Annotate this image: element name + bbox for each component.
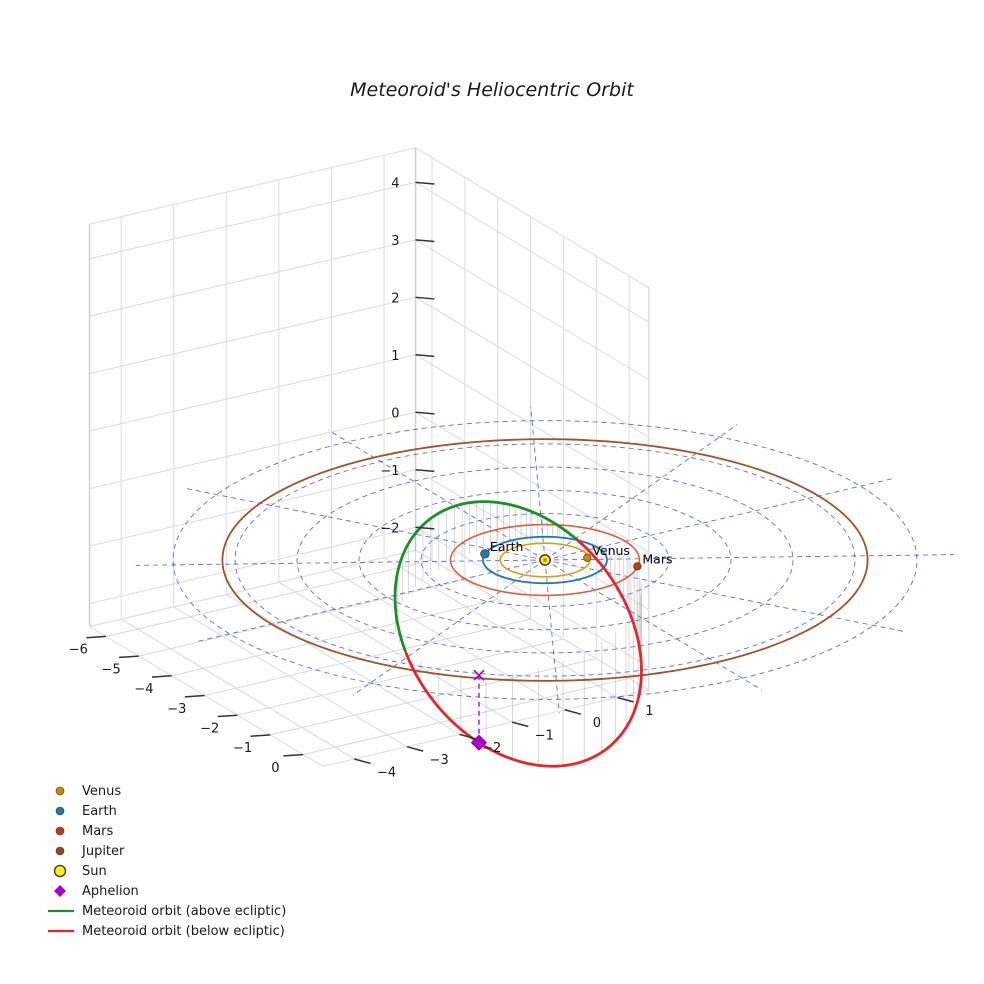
legend-item-jupiter[interactable]: Jupiter xyxy=(55,844,125,859)
legend-label: Jupiter xyxy=(81,844,125,859)
x-tick-label-3: −3 xyxy=(167,702,186,717)
z-tick-label-1: −1 xyxy=(380,464,399,479)
mars-label: Mars xyxy=(642,551,672,566)
aphelion-marker xyxy=(470,734,488,751)
z-tick-label-3: 1 xyxy=(391,349,399,364)
x-tick-label-4: −2 xyxy=(200,722,219,737)
mars-marker xyxy=(633,562,642,571)
page-title: Meteoroid's Heliocentric Orbit xyxy=(350,79,635,101)
venus-marker xyxy=(583,553,592,562)
earth-marker xyxy=(480,549,490,559)
z-tick-label-4: 2 xyxy=(391,291,399,306)
legend-circle-icon xyxy=(55,846,65,856)
meteoroid-orbit-front xyxy=(393,500,643,768)
legend-circle-icon xyxy=(55,826,65,836)
legend-sun-icon xyxy=(53,864,67,878)
legend-circle-icon xyxy=(55,786,65,796)
legend-item-earth[interactable]: Earth xyxy=(55,804,117,819)
z-tick-label-6: 4 xyxy=(391,176,399,191)
y-tick-label-4: 0 xyxy=(593,716,601,731)
legend-diamond-icon xyxy=(54,885,66,897)
x-tick-label-1: −5 xyxy=(102,662,121,677)
legend-item-mars[interactable]: Mars xyxy=(55,824,114,839)
legend-label: Meteoroid orbit (above ecliptic) xyxy=(82,904,286,919)
legend-item-meteoroid-orbit-above-ecliptic[interactable]: Meteoroid orbit (above ecliptic) xyxy=(48,904,286,919)
x-tick-label-6: 0 xyxy=(271,761,279,776)
x-tick-label-5: −1 xyxy=(233,741,252,756)
plot-annotations xyxy=(470,669,488,751)
legend-item-venus[interactable]: Venus xyxy=(55,784,121,799)
polar-grid xyxy=(136,406,954,714)
legend-label: Meteoroid orbit (below ecliptic) xyxy=(82,924,285,939)
legend-label: Earth xyxy=(82,804,117,819)
z-tick-label-2: 0 xyxy=(391,406,399,421)
axes-wall-grid xyxy=(88,146,650,692)
legend-item-meteoroid-orbit-below-ecliptic[interactable]: Meteoroid orbit (below ecliptic) xyxy=(48,924,285,939)
legend-item-aphelion[interactable]: Aphelion xyxy=(54,884,139,899)
orbit-stem-lines xyxy=(394,501,642,766)
z-tick-label-0: −2 xyxy=(380,521,399,536)
venus-label: Venus xyxy=(592,543,630,558)
legend-label: Venus xyxy=(82,784,121,799)
x-tick-label-2: −4 xyxy=(134,682,153,697)
axis-ticks: −2 −1 0 1 2 3 4 −6 −5 −4 −3 −2 −1 0 −4 −3 −2 −1 0 1 xyxy=(69,176,654,780)
x-tick-label-0: −6 xyxy=(69,643,88,658)
y-tick-label-5: 1 xyxy=(645,704,653,719)
body-markers: Venus Earth Mars xyxy=(480,539,673,571)
earth-label: Earth xyxy=(490,539,524,554)
legend[interactable]: Venus Earth Mars Jupiter Sun Aphelion Meteoroi… xyxy=(48,784,286,939)
y-tick-label-3: −1 xyxy=(535,729,554,744)
y-tick-label-2: −2 xyxy=(482,741,501,756)
ecliptic-floor-grid xyxy=(89,549,651,768)
y-tick-label-1: −3 xyxy=(430,753,449,768)
y-tick-label-0: −4 xyxy=(377,765,396,780)
legend-label: Aphelion xyxy=(82,884,139,899)
legend-circle-icon xyxy=(55,806,65,816)
z-tick-label-5: 3 xyxy=(391,234,399,249)
legend-item-sun[interactable]: Sun xyxy=(53,864,107,879)
jupiter-orbit xyxy=(221,438,869,682)
legend-label: Mars xyxy=(82,824,114,839)
legend-label: Sun xyxy=(82,864,107,879)
